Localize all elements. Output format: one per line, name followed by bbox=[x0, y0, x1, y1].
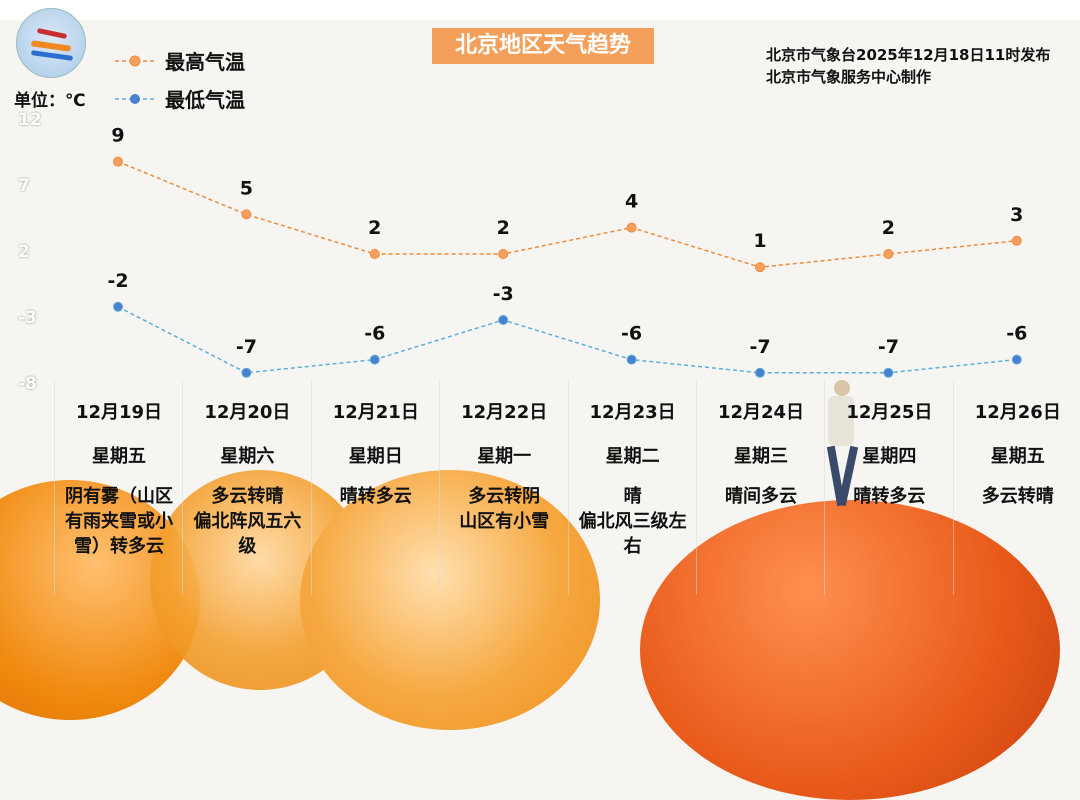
day-weather: 晴间多云 bbox=[725, 486, 797, 507]
data-point-low bbox=[755, 367, 765, 378]
top-bar bbox=[0, 0, 1080, 20]
data-label-high: 5 bbox=[240, 177, 253, 199]
data-label-low: -7 bbox=[749, 336, 770, 358]
data-point-low bbox=[498, 315, 509, 325]
data-point-low bbox=[883, 367, 894, 378]
day-weather: 阴有雾（山区有雨夹雪或小雪）转多云 bbox=[65, 486, 173, 557]
data-label-low: -6 bbox=[621, 323, 642, 345]
y-tick-label: 2 bbox=[18, 242, 30, 262]
data-label-low: -7 bbox=[236, 336, 257, 358]
chart-title: 北京地区天气趋势 bbox=[432, 28, 654, 64]
day-weather: 多云转晴 bbox=[981, 486, 1054, 507]
day-weather: 晴转多云 bbox=[339, 486, 412, 507]
legend-high-label: 最高气温 bbox=[165, 50, 245, 74]
day-date: 12月26日 bbox=[974, 402, 1061, 423]
y-tick-label: 12 bbox=[18, 110, 42, 130]
day-column: 12月24日 星期三晴间多云 bbox=[696, 380, 825, 595]
data-point-high bbox=[755, 262, 765, 273]
day-weather: 多云转阴 山区有小雪 bbox=[459, 486, 550, 532]
data-point-low bbox=[113, 301, 123, 312]
day-date: 12月24日 bbox=[717, 402, 805, 423]
data-label-low: -2 bbox=[107, 270, 128, 292]
legend-low: 最低气温 bbox=[115, 84, 245, 113]
day-column: 12月25日 星期四晴转多云 bbox=[824, 380, 953, 595]
data-point-low bbox=[369, 354, 380, 365]
day-weather: 多云转晴 偏北阵风五六级 bbox=[193, 486, 302, 557]
day-date: 12月20日 bbox=[204, 402, 291, 423]
day-weekday: 星期五 bbox=[990, 446, 1045, 467]
data-label-low: -6 bbox=[1006, 323, 1027, 345]
data-point-high bbox=[498, 249, 509, 259]
y-tick-label: -3 bbox=[18, 308, 37, 328]
data-label-low: -7 bbox=[878, 336, 899, 358]
data-label-high: 3 bbox=[1010, 204, 1023, 226]
data-label-high: 4 bbox=[625, 191, 638, 213]
day-weekday: 星期一 bbox=[477, 446, 532, 467]
data-label-high: 1 bbox=[753, 230, 766, 252]
publisher-line-1: 北京市气象台2025年12月18日11时发布 bbox=[766, 46, 1051, 64]
data-label-high: 2 bbox=[882, 217, 895, 239]
day-column: 12月19日 星期五阴有雾（山区有雨夹雪或小雪）转多云 bbox=[54, 380, 183, 595]
publisher-info: 北京市气象台2025年12月18日11时发布 北京市气象服务中心制作 bbox=[766, 44, 1050, 88]
data-point-high bbox=[883, 249, 894, 259]
day-date: 12月22日 bbox=[461, 402, 548, 423]
meteorological-service-logo bbox=[16, 8, 86, 78]
data-point-high bbox=[626, 222, 637, 233]
data-label-high: 2 bbox=[368, 217, 381, 239]
legend-low-marker-icon bbox=[115, 93, 155, 104]
legend-high: 最高气温 bbox=[115, 46, 245, 75]
y-tick-label: -8 bbox=[18, 374, 37, 394]
day-date: 12月19日 bbox=[75, 402, 163, 423]
day-date: 12月23日 bbox=[589, 402, 676, 423]
legend-high-marker-icon bbox=[115, 55, 155, 66]
data-point-low bbox=[626, 354, 637, 365]
day-weekday: 星期五 bbox=[92, 446, 146, 467]
day-weekday: 星期六 bbox=[220, 446, 275, 467]
y-tick-label: 7 bbox=[18, 176, 30, 196]
unit-label: 单位：℃ bbox=[14, 91, 86, 111]
day-weekday: 星期日 bbox=[348, 446, 403, 467]
legend-low-label: 最低气温 bbox=[165, 88, 245, 112]
day-weather: 晴转多云 bbox=[853, 486, 926, 507]
publisher-line-2: 北京市气象服务中心制作 bbox=[766, 68, 932, 86]
day-column: 12月23日 星期二晴偏北风三级左右 bbox=[567, 380, 697, 595]
data-point-high bbox=[1011, 235, 1022, 246]
data-label-high: 9 bbox=[111, 125, 124, 147]
data-point-high bbox=[369, 249, 380, 259]
temperature-chart: 9 5 2 2 4 1 2 3 -2 -7 -6 -3 -6 -7 -7 -6 bbox=[107, 125, 1027, 378]
day-weather: 晴偏北风三级左右 bbox=[578, 486, 687, 557]
data-label-low: -6 bbox=[364, 323, 385, 345]
day-weekday: 星期四 bbox=[862, 446, 917, 467]
day-column: 12月21日 星期日晴转多云 bbox=[310, 380, 440, 595]
day-weekday: 星期二 bbox=[605, 446, 660, 467]
day-date: 12月21日 bbox=[332, 402, 419, 423]
data-label-high: 2 bbox=[497, 217, 510, 239]
day-column: 12月20日 星期六多云转晴 偏北阵风五六级 bbox=[182, 380, 311, 595]
data-point-low bbox=[241, 367, 252, 378]
day-column: 12月26日 星期五多云转晴 bbox=[952, 380, 1080, 595]
data-point-low bbox=[1011, 354, 1022, 365]
day-weekday: 星期三 bbox=[734, 446, 788, 467]
day-date: 12月25日 bbox=[846, 402, 933, 423]
data-label-low: -3 bbox=[493, 283, 514, 305]
series-line-high bbox=[117, 160, 1017, 268]
day-column: 12月22日 星期一多云转阴 山区有小雪 bbox=[439, 380, 568, 595]
data-point-high bbox=[241, 209, 252, 220]
series-line-low bbox=[117, 306, 1017, 374]
data-point-high bbox=[113, 156, 123, 167]
